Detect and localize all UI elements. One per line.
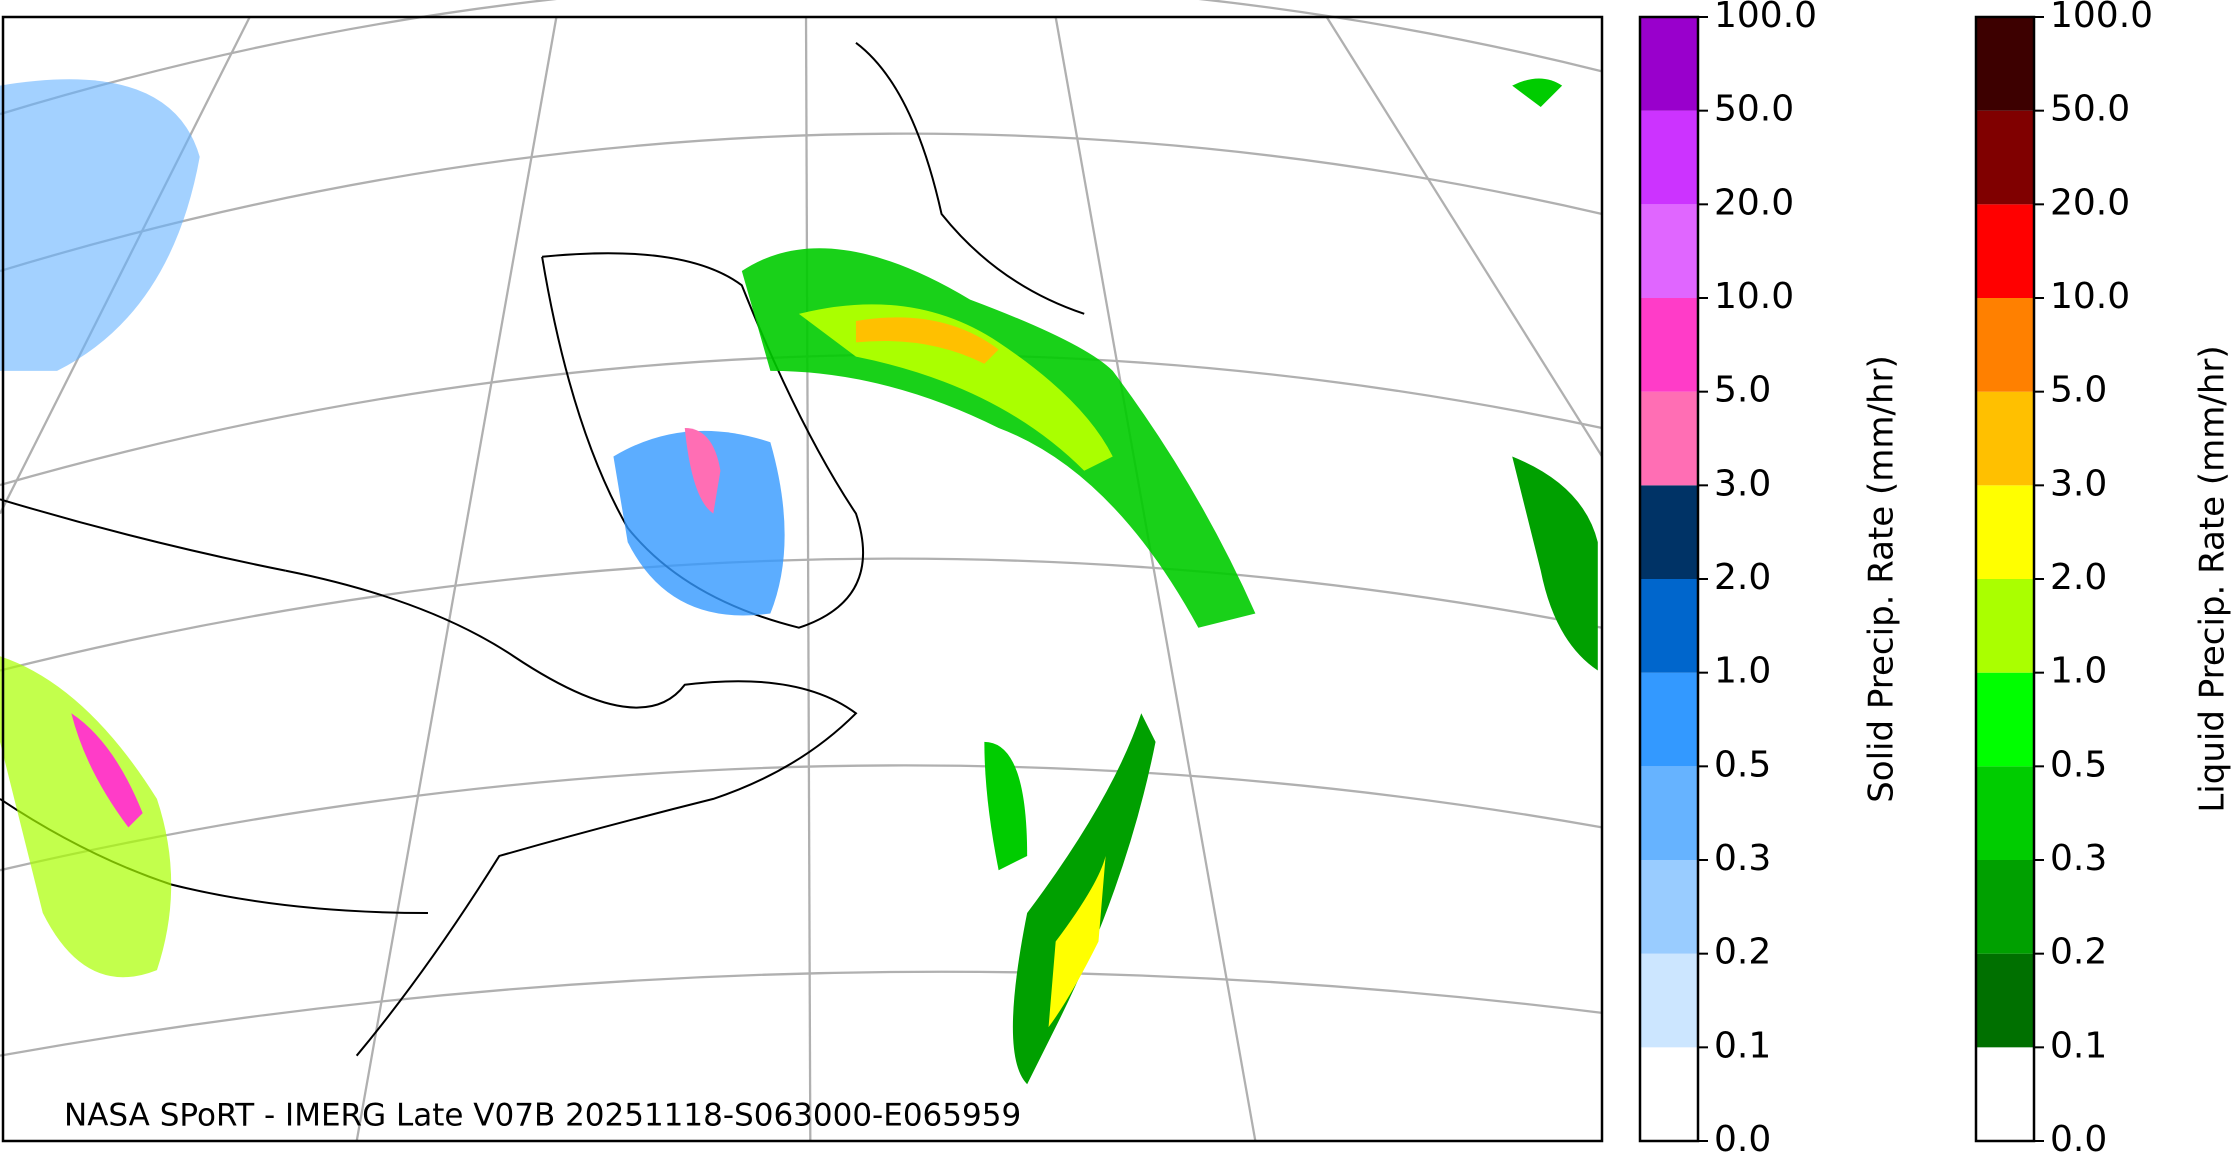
colorbar-bin [1976,579,2034,673]
colorbar-bin [1640,860,1698,954]
colorbar-tick-label: 0.3 [2050,838,2107,879]
map: NASA SPoRT - IMERG Late V07B 20251118-S0… [0,0,1604,1143]
map-drawing [0,0,1604,1142]
colorbar-bin [1640,1047,1698,1141]
map-caption: NASA SPoRT - IMERG Late V07B 20251118-S0… [64,1098,1021,1134]
colorbar-bin [1640,953,1698,1048]
colorbar-tick-label: 50.0 [2050,89,2130,130]
colorbar-tick-label: 50.0 [1714,89,1794,130]
colorbar-bin [1640,298,1698,392]
colorbar-tick-label: 20.0 [2050,182,2130,223]
colorbar-tick-label: 0.0 [2050,1119,2107,1160]
colorbar-bin [1640,672,1698,767]
colorbar-bin [1976,860,2034,954]
colorbar-tick-label: 0.0 [1714,1119,1771,1160]
colorbar-tick-label: 1.0 [2050,651,2107,692]
map-frame [1,15,1604,1143]
colorbar-tick-label: 5.0 [1714,370,1771,411]
colorbar-bin [1976,1047,2034,1141]
map-frame-bg [3,17,1602,1141]
colorbar-tick-label: 0.1 [2050,1025,2107,1066]
colorbar-tick-label: 100.0 [1714,0,1817,36]
colorbar-bin [1640,204,1698,298]
colorbar-tick-label: 10.0 [1714,276,1794,317]
colorbar-bin [1640,485,1698,579]
colorbar-bin [1976,672,2034,767]
colorbar-bin [1640,391,1698,486]
colorbar-bin [1640,110,1698,205]
colorbar-tick-label: 3.0 [1714,463,1771,504]
colorbar-tick-label: 0.1 [1714,1025,1771,1066]
colorbar-bin [1976,298,2034,392]
colorbar-tick-label: 100.0 [2050,0,2153,36]
colorbar-bin [1640,17,1698,111]
colorbar-tick-label: 20.0 [1714,182,1794,223]
colorbar-bin [1976,766,2034,860]
colorbar-bin [1976,953,2034,1048]
colorbar-tick-label: 1.0 [1714,651,1771,692]
colorbar-bin [1976,204,2034,298]
colorbar-tick-label: 0.5 [1714,744,1771,785]
colorbar-label: Liquid Precip. Rate (mm/hr) [2193,345,2233,812]
colorbar-tick-label: 3.0 [2050,463,2107,504]
colorbar-bin [1976,485,2034,579]
colorbar-tick-label: 0.2 [1714,932,1771,973]
colorbar-tick-label: 2.0 [1714,557,1771,598]
colorbar-label: Solid Precip. Rate (mm/hr) [1862,355,1902,803]
colorbar-tick-label: 2.0 [2050,557,2107,598]
precipitation [0,78,1598,1085]
colorbar-bin [1640,579,1698,673]
colorbar-bin [1640,766,1698,860]
colorbar-tick-label: 10.0 [2050,276,2130,317]
colorbar-tick-label: 0.5 [2050,744,2107,785]
colorbar-tick-label: 0.3 [1714,838,1771,879]
colorbar-bin [1976,17,2034,111]
colorbar-bin [1976,110,2034,205]
colorbar-tick-label: 0.2 [2050,932,2107,973]
colorbar-tick-label: 5.0 [2050,370,2107,411]
colorbar-bin [1976,391,2034,486]
